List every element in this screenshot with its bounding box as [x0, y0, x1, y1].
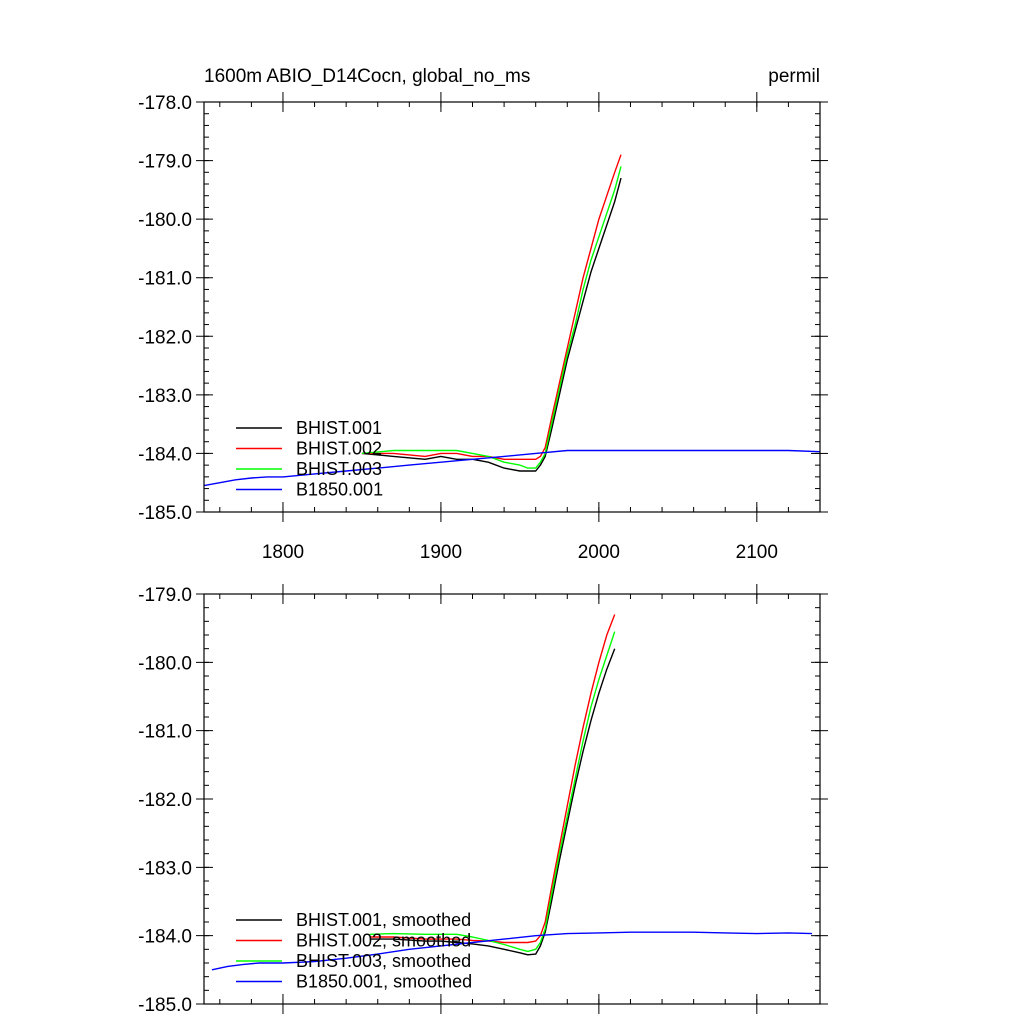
top-x-tick-label: 1900	[420, 542, 462, 563]
bottom-panel-plot-area	[211, 614, 813, 971]
top-panel-plot-area	[204, 154, 820, 487]
top-y-tick-label: -183.0	[138, 386, 192, 407]
top-y-tick-label: -181.0	[138, 269, 192, 290]
top-y-tick-label: -184.0	[138, 444, 192, 465]
bottom-series-line-2	[369, 614, 616, 944]
top-y-tick-label: -180.0	[138, 210, 192, 231]
top-y-tick-label: -178.0	[138, 93, 192, 114]
bottom-y-tick-label: -183.0	[138, 858, 192, 879]
bottom-y-tick-label: -179.0	[138, 585, 192, 606]
bottom-y-tick-label: -181.0	[138, 722, 192, 743]
bottom-panel: -179.0 -180.0 -181.0 -182.0 -183.0 -184.0 -185…	[138, 584, 828, 1016]
top-panel: 1600m ABIO_D14Cocn, global_no_ms permil …	[138, 66, 828, 563]
bottom-legend-label: BHIST.002, smoothed	[296, 931, 471, 951]
bottom-series-line-4	[211, 931, 813, 971]
bottom-series-line-1	[369, 648, 616, 956]
top-panel-title: 1600m ABIO_D14Cocn, global_no_ms	[204, 66, 530, 87]
bottom-y-tick-label: -185.0	[138, 995, 192, 1016]
top-x-tick-label: 1800	[262, 542, 304, 563]
top-x-tick-label: 2000	[578, 542, 620, 563]
top-panel-units: permil	[768, 66, 820, 87]
top-x-tick-label: 2100	[736, 542, 778, 563]
bottom-series-line-3	[369, 631, 616, 953]
top-y-tick-label: -185.0	[138, 503, 192, 524]
bottom-y-tick-label: -184.0	[138, 927, 192, 948]
top-series-line-1	[361, 177, 622, 472]
top-legend-label: BHIST.002	[296, 439, 382, 459]
top-series-line-4	[204, 449, 820, 487]
top-y-tick-label: -182.0	[138, 327, 192, 348]
top-series-line-2	[361, 154, 622, 460]
top-series-line-3	[361, 166, 622, 469]
top-y-tick-label: -179.0	[138, 152, 192, 173]
top-legend-label: BHIST.001	[296, 418, 382, 438]
top-legend-label: BHIST.003	[296, 459, 382, 479]
bottom-y-tick-label: -180.0	[138, 653, 192, 674]
bottom-y-tick-label: -182.0	[138, 790, 192, 811]
bottom-legend-label: B1850.001, smoothed	[296, 972, 472, 992]
top-legend-label: B1850.001	[296, 480, 383, 500]
bottom-legend-label: BHIST.001, smoothed	[296, 910, 471, 930]
bottom-legend-label: BHIST.003, smoothed	[296, 951, 471, 971]
top-panel-frame	[203, 101, 821, 513]
